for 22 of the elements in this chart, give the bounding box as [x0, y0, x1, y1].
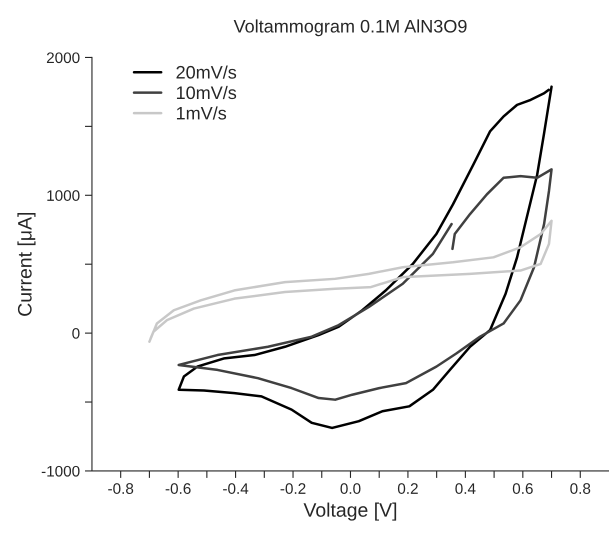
x-tick-label: -0.2 [280, 483, 306, 494]
y-tick-label: 0 [72, 328, 80, 339]
y-tick-label: 1000 [47, 190, 80, 201]
x-tick-label: -0.6 [166, 483, 191, 494]
line-series [177, 168, 553, 401]
x-tick-label: -0.4 [223, 483, 248, 494]
x-tick-label: 0.4 [455, 483, 476, 494]
legend-label: 1mV/s [176, 106, 226, 120]
legend-label: 10mV/s [176, 86, 236, 100]
x-tick-label: 0.6 [512, 483, 533, 494]
y-tick-label: 2000 [46, 52, 80, 64]
chart-title: Voltammogram 0.1M AlN3O9 [234, 19, 467, 36]
line-series [177, 85, 553, 430]
x-tick-label: 0.8 [570, 483, 590, 494]
legend-label: 20mV/s [176, 65, 236, 79]
y-tick-label: -1000 [42, 466, 80, 477]
x-axis-title: Voltage [V] [304, 502, 396, 521]
x-tick-label: 0.0 [340, 483, 360, 494]
x-tick-label: 0.2 [398, 483, 418, 494]
x-tick-label: -0.8 [108, 483, 134, 494]
y-axis-title: Current [μA] [17, 212, 36, 316]
line-series [148, 220, 553, 343]
